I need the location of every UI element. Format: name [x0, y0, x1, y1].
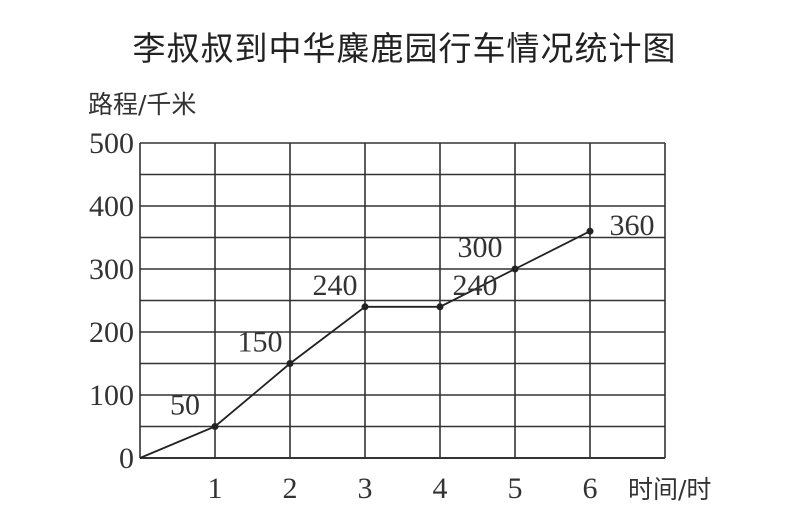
x-tick-label: 1	[208, 472, 223, 505]
y-tick-label: 500	[89, 127, 134, 160]
data-point	[436, 303, 444, 311]
y-tick-label: 400	[89, 190, 134, 223]
y-tick-label: 300	[89, 253, 134, 286]
data-point	[511, 265, 519, 273]
x-tick-label: 5	[508, 472, 523, 505]
data-label: 50	[170, 389, 200, 422]
data-label: 240	[453, 269, 498, 302]
data-point	[286, 360, 294, 367]
data-point	[211, 423, 219, 430]
data-label: 300	[458, 231, 503, 264]
data-label: 360	[610, 209, 655, 242]
y-tick-label: 200	[89, 316, 134, 349]
x-tick-label: 3	[358, 472, 373, 505]
data-point	[586, 227, 594, 235]
data-label: 150	[238, 326, 283, 359]
x-axis-label: 时间/时	[628, 475, 711, 504]
y-tick-label: 100	[89, 379, 134, 412]
y-axis-label: 路程/千米	[88, 90, 196, 119]
chart-title: 李叔叔到中华麋鹿园行车情况统计图	[132, 29, 677, 68]
data-point	[361, 303, 369, 311]
x-tick-label: 6	[583, 472, 598, 505]
data-label: 240	[313, 269, 358, 302]
x-tick-label: 4	[433, 472, 448, 505]
y-tick-label: 0	[119, 442, 134, 475]
x-tick-label: 2	[283, 472, 298, 505]
